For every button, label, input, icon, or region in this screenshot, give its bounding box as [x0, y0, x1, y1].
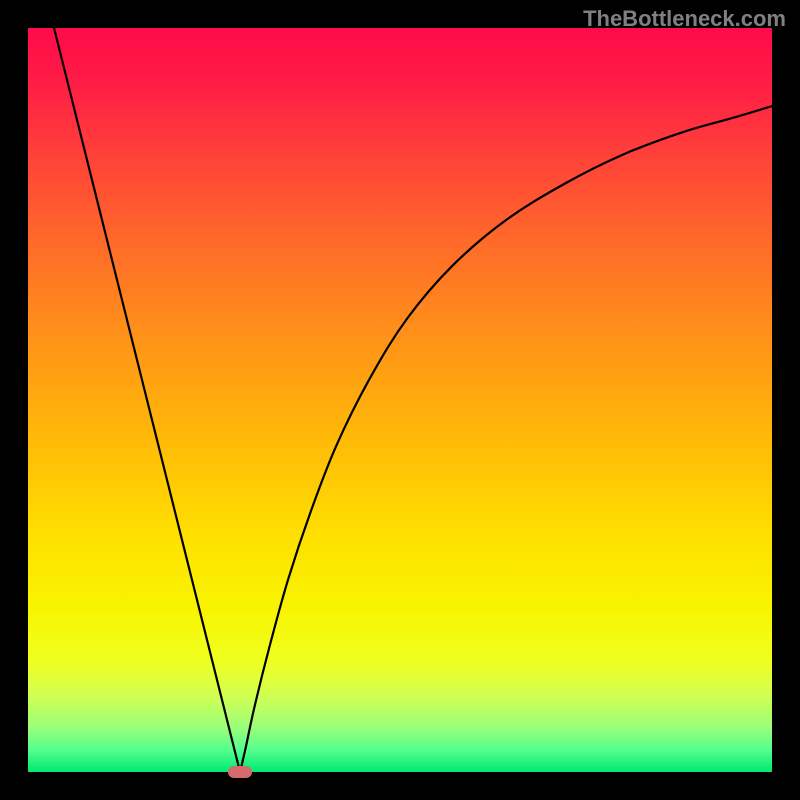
watermark-text: TheBottleneck.com	[583, 6, 786, 32]
plot-svg	[28, 28, 772, 772]
valley-marker	[228, 766, 252, 778]
plot-area	[28, 28, 772, 772]
